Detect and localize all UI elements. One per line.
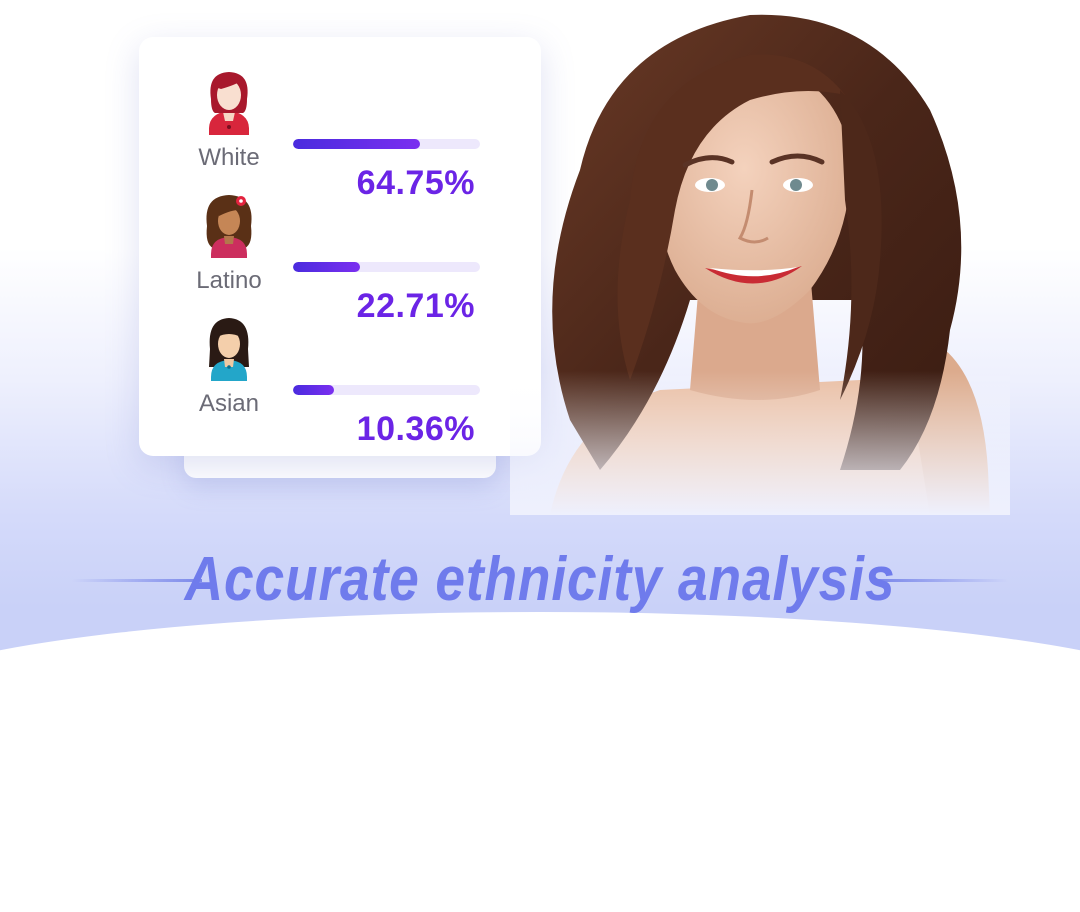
ethnicity-label: Asian bbox=[198, 390, 260, 417]
ethnicity-progress-bar bbox=[293, 262, 480, 272]
ethnicity-results-card: White 64.75% Latino 22.71% bbox=[139, 37, 541, 456]
woman-latino-avatar-icon bbox=[201, 192, 257, 258]
ethnicity-progress-fill bbox=[293, 262, 361, 272]
ethnicity-percentage: 64.75% bbox=[356, 164, 475, 202]
woman-portrait-photo bbox=[510, 0, 1010, 515]
ethnicity-row-asian: Asian 10.36% bbox=[139, 315, 541, 448]
headline-rule-left bbox=[72, 579, 202, 582]
ethnicity-percentage: 10.36% bbox=[356, 410, 475, 448]
headline-rule-right bbox=[878, 579, 1008, 582]
ethnicity-progress-bar bbox=[293, 139, 480, 149]
woman-asian-avatar-icon bbox=[201, 315, 257, 381]
headline-section: Accurate ethnicity analysis bbox=[0, 540, 1080, 620]
headline-text: Accurate ethnicity analysis bbox=[184, 545, 896, 614]
ethnicity-percentage: 22.71% bbox=[356, 287, 475, 325]
bottom-background-arc bbox=[0, 612, 1080, 912]
ethnicity-row-latino: Latino 22.71% bbox=[139, 192, 541, 325]
ethnicity-progress-bar bbox=[293, 385, 480, 395]
ethnicity-progress-fill bbox=[293, 385, 335, 395]
woman-white-avatar-icon bbox=[201, 69, 257, 135]
ethnicity-label: White bbox=[198, 144, 260, 171]
ethnicity-row-white: White 64.75% bbox=[139, 69, 541, 202]
ethnicity-label: Latino bbox=[196, 267, 262, 294]
ethnicity-progress-fill bbox=[293, 139, 421, 149]
